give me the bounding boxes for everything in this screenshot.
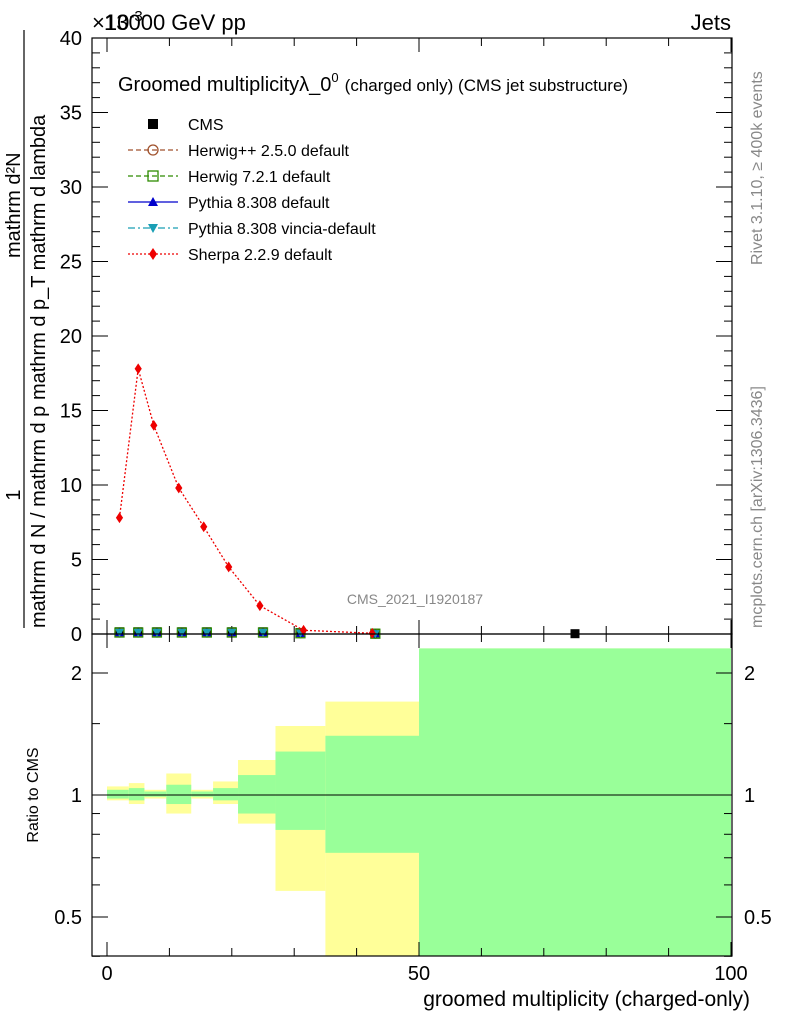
series-5: [115, 363, 376, 639]
y-tick-label: 30: [60, 177, 82, 199]
legend-marker: [148, 197, 158, 206]
y-tick-label: 15: [60, 401, 82, 423]
ylabel-right-den: mathrm d p_T mathrm d lambda: [28, 114, 50, 400]
data-point: [114, 628, 124, 638]
legend-marker: [147, 170, 159, 182]
x-tick-label: 50: [408, 963, 430, 985]
y-tick-label: 20: [60, 326, 82, 348]
ratio-bands: [107, 648, 731, 956]
legend: CMS Herwig++ 2.5.0 default Herwig 7.2.1 de…: [128, 117, 376, 264]
x-axis-label: groomed multiplicity (charged-only): [423, 988, 750, 1011]
band-inner-9: [419, 648, 731, 956]
band-inner-0: [107, 789, 129, 799]
y-tick-label: 35: [60, 103, 82, 125]
y-tick-label: 25: [60, 252, 82, 274]
ylabel-fraction-den: mathrm d N / mathrm d p: [28, 406, 50, 628]
data-point: [225, 561, 233, 573]
ylabel-right-num: mathrm d²N: [3, 152, 25, 258]
data-point: [299, 624, 308, 636]
upper-y-axis-label: 1 mathrm d N / mathrm d p mathrm d²N mat…: [3, 30, 50, 628]
y-tick-label: 10: [60, 475, 82, 497]
band-inner-8: [325, 735, 419, 853]
legend-entry-4: Pythia 8.308 vincia-default: [128, 221, 376, 238]
legend-label: Herwig++ 2.5.0 default: [188, 143, 350, 160]
legend-entry-0: CMS: [148, 117, 224, 134]
ratio-y-tick-label-right: 2: [744, 663, 755, 685]
x-tick-label: 100: [714, 963, 747, 985]
band-inner-4: [191, 791, 214, 797]
legend-label: Herwig 7.2.1 default: [188, 169, 331, 186]
band-inner-7: [275, 751, 326, 830]
data-point: [152, 628, 162, 638]
upper-y-ticks: 0 5 10 15 20 25 30 35 40: [60, 28, 732, 646]
data-point: [200, 521, 208, 533]
data-point: [133, 628, 143, 638]
exponent-power: -3: [129, 8, 142, 25]
ratio-y-tick-label: 2: [71, 663, 82, 685]
mcplots-label: mcplots.cern.ch [arXiv:1306.3436]: [749, 386, 766, 628]
upper-x-ticks: [106, 38, 732, 634]
legend-entry-1: Herwig++ 2.5.0 default: [128, 143, 350, 160]
legend-label: Pythia 8.308 vincia-default: [188, 221, 376, 238]
data-point: [177, 628, 187, 638]
legend-entry-2: Herwig 7.2.1 default: [128, 169, 331, 186]
band-inner-3: [166, 784, 192, 805]
chart-title-suffix: (charged only) (CMS jet substructure): [345, 76, 628, 95]
legend-marker: [149, 248, 157, 260]
legend-marker: [148, 224, 158, 233]
data-point: [150, 420, 158, 431]
data-point: [115, 512, 124, 524]
category-label: Jets: [691, 10, 731, 35]
legend-label: Sherpa 2.2.9 default: [188, 247, 333, 264]
band-inner-2: [144, 791, 167, 797]
data-point: [134, 363, 142, 375]
data-point: [227, 628, 237, 638]
legend-marker: [147, 144, 159, 156]
series-line: [118, 368, 373, 634]
band-inner-6: [238, 775, 276, 814]
ratio-y-tick-label: 1: [71, 785, 82, 807]
legend-marker: [148, 119, 158, 129]
x-tick-label: 0: [101, 963, 112, 985]
chart-title: Groomed multiplicityλ_00 (charged only) (…: [118, 70, 628, 96]
rivet-label: Rivet 3.1.10, ≥ 400k events: [749, 71, 766, 265]
y-tick-label: 5: [71, 550, 82, 572]
legend-label: Pythia 8.308 default: [188, 195, 330, 212]
energy-label: 13000 GeV pp: [104, 10, 246, 35]
legend-label: CMS: [188, 117, 224, 134]
band-inner-5: [213, 788, 239, 801]
ratio-ylabel: Ratio to CMS: [25, 747, 42, 842]
chart-title-sup: 0: [331, 70, 338, 85]
analysis-watermark: CMS_2021_I1920187: [347, 591, 483, 607]
data-point: [258, 628, 268, 638]
data-point: [202, 628, 212, 638]
ratio-y-tick-label-right: 0.5: [744, 907, 772, 929]
band-inner-1: [128, 788, 145, 801]
lower-ticks: 0.5 0.5 1 1 2 2 0 50 100: [54, 634, 772, 985]
data-point: [256, 600, 264, 612]
ylabel-fraction-num: 1: [3, 489, 25, 500]
y-tick-label: 0: [71, 624, 82, 646]
exponent-label: ×10-3: [92, 8, 143, 35]
data-point: [368, 627, 376, 639]
data-point: [175, 482, 183, 494]
y-tick-label: 40: [60, 28, 82, 50]
legend-entry-3: Pythia 8.308 default: [128, 195, 330, 212]
legend-entry-5: Sherpa 2.2.9 default: [128, 247, 333, 264]
ratio-y-tick-label-right: 1: [744, 785, 755, 807]
ratio-y-tick-label: 0.5: [54, 907, 82, 929]
